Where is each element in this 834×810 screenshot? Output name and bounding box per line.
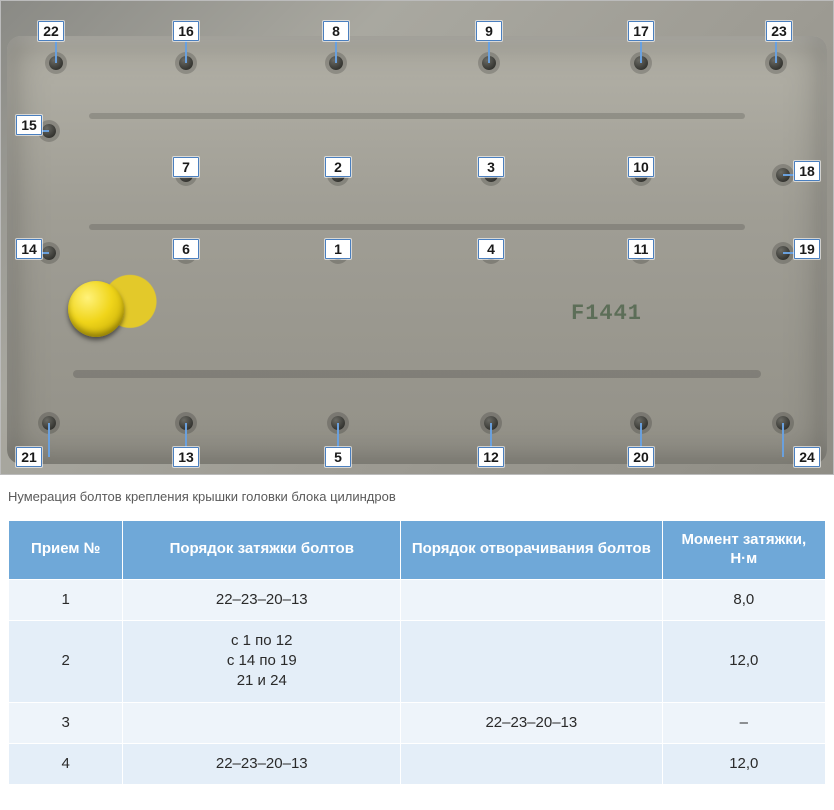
- callout-line-21: [48, 423, 50, 457]
- table-row: 122–23–20–13 8,0: [9, 579, 826, 620]
- bolt-label-24: 24: [794, 447, 820, 467]
- table-row: 422–23–20–13 12,0: [9, 743, 826, 784]
- bolt-label-16: 16: [173, 21, 199, 41]
- table-cell-r1-c0: 2: [9, 620, 123, 702]
- table-cell-r0-c2: [401, 579, 662, 620]
- table-cell-r3-c1: 22–23–20–13: [123, 743, 401, 784]
- torque-sequence-table: Прием №Порядок затяжки болтовПорядок отв…: [8, 520, 826, 785]
- table-cell-r0-c1: 22–23–20–13: [123, 579, 401, 620]
- table-cell-r1-c2: [401, 620, 662, 702]
- table-cell-r3-c2: [401, 743, 662, 784]
- bolt-label-11: 11: [628, 239, 654, 259]
- casting-mark: F1441: [571, 301, 642, 326]
- table-col-2: Порядок отворачи­вания болтов: [401, 521, 662, 580]
- table-cell-r3-c3: 12,0: [662, 743, 825, 784]
- bolt-label-19: 19: [794, 239, 820, 259]
- table-cell-r2-c1: [123, 702, 401, 743]
- table-row: 3 22–23–20–13–: [9, 702, 826, 743]
- bolt-label-1: 1: [325, 239, 351, 259]
- bolt-label-8: 8: [323, 21, 349, 41]
- bolt-label-18: 18: [794, 161, 820, 181]
- oil-filler-cap: [68, 281, 124, 337]
- diagram-caption: Нумерация болтов крепления крышки головк…: [0, 475, 834, 520]
- engine-bolt-diagram: F1441 1234567891011121314151617181920212…: [0, 0, 834, 475]
- engine-body: [7, 36, 827, 464]
- bolt-label-7: 7: [173, 157, 199, 177]
- table-col-3: Момент затяжки, Н·м: [662, 521, 825, 580]
- callout-line-24: [782, 423, 784, 457]
- bolt-label-22: 22: [38, 21, 64, 41]
- bolt-label-15: 15: [16, 115, 42, 135]
- bolt-label-9: 9: [476, 21, 502, 41]
- bolt-label-12: 12: [478, 447, 504, 467]
- bolt-label-17: 17: [628, 21, 654, 41]
- table-col-1: Порядок затяжки болтов: [123, 521, 401, 580]
- bolt-label-6: 6: [173, 239, 199, 259]
- table-cell-r2-c0: 3: [9, 702, 123, 743]
- table-cell-r3-c0: 4: [9, 743, 123, 784]
- bolt-label-14: 14: [16, 239, 42, 259]
- table-cell-r0-c0: 1: [9, 579, 123, 620]
- table-cell-r2-c2: 22–23–20–13: [401, 702, 662, 743]
- table-cell-r1-c3: 12,0: [662, 620, 825, 702]
- table-body: 122–23–20–138,02с 1 по 12с 14 по 1921 и …: [9, 579, 826, 785]
- table-col-0: Прием №: [9, 521, 123, 580]
- table-cell-r1-c1: с 1 по 12с 14 по 1921 и 24: [123, 620, 401, 702]
- bolt-label-10: 10: [628, 157, 654, 177]
- bolt-label-13: 13: [173, 447, 199, 467]
- bolt-label-3: 3: [478, 157, 504, 177]
- table-row: 2с 1 по 12с 14 по 1921 и 24 12,0: [9, 620, 826, 702]
- bolt-label-21: 21: [16, 447, 42, 467]
- bolt-label-20: 20: [628, 447, 654, 467]
- bolt-label-2: 2: [325, 157, 351, 177]
- table-cell-r0-c3: 8,0: [662, 579, 825, 620]
- bolt-label-5: 5: [325, 447, 351, 467]
- table-cell-r2-c3: –: [662, 702, 825, 743]
- table-header-row: Прием №Порядок затяжки болтовПорядок отв…: [9, 521, 826, 580]
- bolt-label-23: 23: [766, 21, 792, 41]
- bolt-label-4: 4: [478, 239, 504, 259]
